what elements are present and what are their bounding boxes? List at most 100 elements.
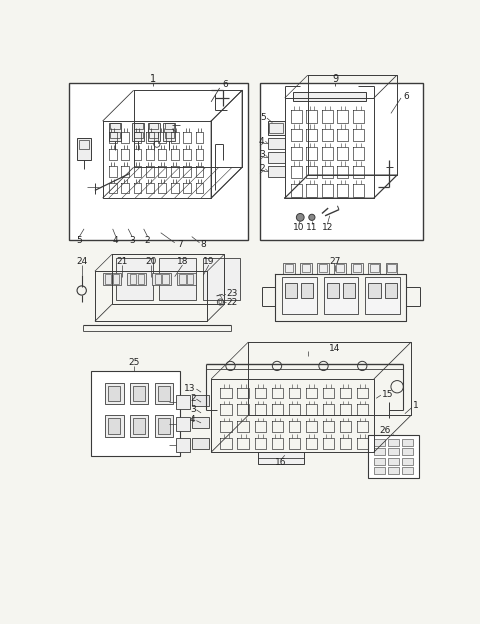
- Bar: [147, 123, 160, 141]
- Bar: [402, 467, 413, 474]
- Bar: [324, 278, 359, 314]
- Text: 16: 16: [275, 457, 287, 467]
- Bar: [353, 265, 361, 272]
- Bar: [319, 265, 327, 272]
- Bar: [374, 457, 385, 464]
- Text: 5: 5: [76, 236, 82, 245]
- Bar: [110, 132, 120, 138]
- Text: 21: 21: [116, 256, 128, 266]
- Circle shape: [296, 213, 304, 221]
- Bar: [351, 263, 363, 273]
- Text: 5: 5: [260, 113, 266, 122]
- Bar: [163, 123, 176, 141]
- Bar: [77, 138, 91, 160]
- Text: 15: 15: [382, 390, 393, 399]
- Bar: [192, 395, 209, 406]
- Bar: [105, 415, 123, 437]
- Bar: [365, 278, 400, 314]
- Bar: [165, 123, 174, 129]
- Bar: [343, 283, 355, 298]
- Bar: [149, 132, 158, 138]
- Bar: [292, 92, 366, 101]
- Bar: [133, 132, 143, 138]
- Bar: [91, 371, 180, 456]
- Circle shape: [309, 214, 315, 220]
- Bar: [326, 283, 339, 298]
- Bar: [159, 258, 196, 301]
- Bar: [192, 438, 209, 449]
- Bar: [370, 265, 379, 272]
- Bar: [385, 263, 397, 273]
- Bar: [116, 258, 153, 301]
- Bar: [176, 417, 190, 431]
- Bar: [301, 283, 313, 298]
- Bar: [300, 263, 312, 273]
- Bar: [374, 467, 385, 474]
- Bar: [105, 383, 123, 404]
- Bar: [108, 418, 120, 434]
- Bar: [302, 265, 311, 272]
- Text: 6: 6: [222, 80, 228, 89]
- Text: 13: 13: [184, 384, 196, 392]
- Bar: [374, 448, 385, 456]
- Bar: [103, 273, 121, 285]
- Text: 14: 14: [329, 344, 341, 353]
- Bar: [69, 82, 248, 240]
- Text: 19: 19: [203, 256, 215, 266]
- Bar: [108, 386, 120, 401]
- Bar: [369, 283, 381, 298]
- Bar: [317, 263, 329, 273]
- Bar: [203, 258, 240, 301]
- Bar: [130, 275, 136, 283]
- Bar: [177, 273, 196, 285]
- Text: 8: 8: [201, 240, 206, 249]
- Text: 7: 7: [177, 240, 183, 249]
- Text: 24: 24: [76, 256, 87, 266]
- Bar: [258, 452, 304, 464]
- Bar: [133, 123, 143, 129]
- Bar: [155, 275, 161, 283]
- Text: 2: 2: [190, 394, 196, 402]
- Text: 26: 26: [380, 426, 391, 435]
- Bar: [176, 438, 190, 452]
- Bar: [260, 82, 423, 240]
- Bar: [388, 467, 399, 474]
- Bar: [165, 132, 174, 138]
- Text: 6: 6: [404, 92, 409, 101]
- Text: 3: 3: [259, 150, 264, 160]
- Bar: [269, 123, 283, 134]
- Bar: [285, 265, 293, 272]
- Bar: [268, 152, 285, 163]
- Bar: [285, 283, 297, 298]
- Bar: [282, 278, 316, 314]
- Bar: [385, 283, 397, 298]
- Bar: [133, 386, 145, 401]
- Bar: [105, 275, 111, 283]
- Text: 9: 9: [332, 74, 338, 84]
- Bar: [113, 275, 119, 283]
- Bar: [369, 263, 380, 273]
- Bar: [335, 263, 346, 273]
- Bar: [387, 265, 396, 272]
- Bar: [132, 123, 144, 141]
- Bar: [176, 395, 190, 409]
- Bar: [149, 123, 158, 129]
- Bar: [374, 439, 385, 446]
- Text: 22: 22: [227, 298, 238, 306]
- Text: 18: 18: [177, 256, 188, 266]
- Text: 2: 2: [259, 164, 264, 173]
- Text: 3: 3: [129, 236, 135, 245]
- Text: 4: 4: [190, 416, 196, 424]
- Text: 12: 12: [322, 223, 333, 232]
- Text: 1: 1: [150, 74, 156, 84]
- Bar: [162, 275, 168, 283]
- Bar: [268, 121, 285, 135]
- Bar: [388, 457, 399, 464]
- Text: 25: 25: [128, 358, 139, 368]
- Bar: [157, 418, 170, 434]
- Bar: [155, 383, 173, 404]
- Bar: [79, 140, 89, 149]
- Bar: [109, 123, 121, 141]
- Bar: [155, 415, 173, 437]
- Bar: [130, 415, 148, 437]
